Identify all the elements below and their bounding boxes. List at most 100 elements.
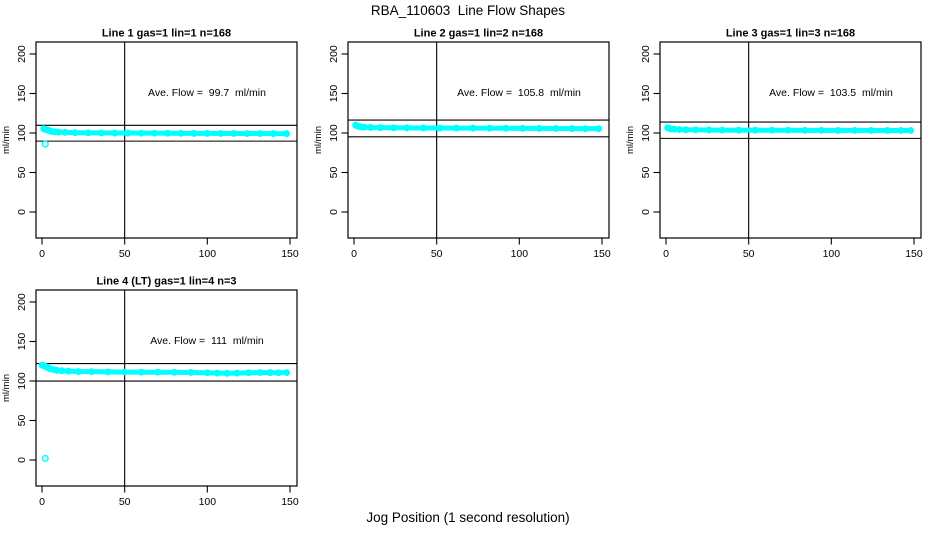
subplot-title: Line 4 (LT) gas=1 lin=4 n=3: [96, 276, 236, 288]
x-tick-label: 0: [39, 248, 45, 260]
flow-data-point: [486, 124, 494, 132]
y-axis-label: ml/min: [313, 126, 324, 154]
subplot-title: Line 3 gas=1 lin=3 n=168: [726, 28, 855, 40]
flow-data-point: [360, 123, 368, 131]
y-axis-label: ml/min: [1, 374, 12, 402]
flow-data-point: [137, 368, 145, 376]
x-tick-label: 50: [431, 248, 443, 260]
flow-data-point: [270, 130, 277, 138]
flow-data-point: [390, 124, 398, 132]
x-tick-label: 50: [119, 248, 131, 260]
flow-data-point: [170, 368, 178, 376]
y-tick-label: 50: [328, 167, 340, 179]
flow-data-point: [274, 369, 282, 377]
plot-box: [659, 41, 922, 239]
flow-data-point: [283, 369, 291, 376]
outlier-point: [41, 454, 49, 462]
flow-data-point: [436, 124, 444, 132]
plot-box: [35, 289, 298, 487]
subplot-title: Line 2 gas=1 lin=2 n=168: [414, 28, 543, 40]
flow-data-point: [154, 368, 162, 376]
y-tick-label: 100: [16, 124, 28, 142]
x-tick-label: 50: [743, 248, 755, 260]
flow-data-point: [187, 369, 195, 376]
x-tick-label: 0: [351, 248, 357, 260]
flow-data-point: [150, 129, 158, 137]
flow-data-point: [884, 127, 891, 134]
y-tick-label: 0: [640, 209, 652, 215]
flow-data-point: [84, 129, 92, 137]
ave-flow-annotation: Ave. Flow = 111 ml/min: [150, 335, 264, 347]
x-tick-label: 100: [511, 248, 529, 260]
flow-data-point: [403, 124, 411, 132]
flow-data-point: [502, 124, 510, 132]
y-tick-label: 0: [16, 209, 28, 215]
subplot-svg-1: 0 50 100 150 0 50 100 150 200 ml/min Line 1 gas=1 …: [1, 28, 299, 261]
flow-data-point: [111, 129, 119, 137]
flow-data-point: [51, 128, 59, 136]
flow-data-point: [718, 126, 726, 134]
flow-data-point: [98, 129, 105, 137]
flow-data-point: [46, 365, 54, 373]
flow-data-point: [453, 124, 460, 132]
flow-data-point: [667, 125, 675, 133]
flow-data-point: [190, 129, 198, 137]
ave-flow-annotation: Ave. Flow = 103.5 ml/min: [769, 87, 893, 99]
subplot-svg-4: 0 50 100 150 0 50 100 150 200 ml/min Line 4 (LT) g…: [1, 276, 299, 509]
flow-data-point: [177, 129, 185, 137]
ave-flow-annotation: Ave. Flow = 105.8 ml/min: [457, 87, 581, 99]
flow-data-point: [817, 126, 825, 134]
y-tick-label: 100: [16, 372, 28, 390]
ave-flow-annotation: Ave. Flow = 99.7 ml/min: [148, 87, 266, 99]
flow-data-point: [834, 126, 842, 134]
x-tick-label: 0: [39, 496, 45, 508]
flow-data-point: [243, 130, 251, 138]
flow-data-point: [233, 369, 241, 377]
flow-data-point: [419, 124, 427, 132]
flow-data-point: [552, 125, 560, 132]
plot-box: [347, 41, 610, 239]
flow-data-point: [897, 127, 905, 134]
x-tick-label: 150: [281, 248, 299, 260]
flow-data-point: [223, 369, 231, 377]
y-tick-label: 150: [16, 85, 28, 103]
flow-data-point: [71, 129, 79, 137]
x-tick-label: 150: [281, 496, 299, 508]
flow-data-point: [121, 368, 129, 376]
flow-data-point: [48, 127, 56, 135]
y-tick-label: 200: [16, 45, 28, 63]
y-axis-label: ml/min: [1, 126, 12, 154]
x-tick-label: 100: [199, 248, 217, 260]
flow-data-point: [568, 125, 576, 133]
flow-data-point: [203, 129, 211, 137]
flow-data-point: [137, 129, 145, 137]
flow-data-point: [595, 125, 603, 133]
subplot-panel-2: 0 50 100 150 0 50 100 150 200 ml/min Line 2 gas=1 …: [312, 26, 624, 283]
flow-data-point: [675, 126, 683, 133]
y-tick-label: 150: [16, 333, 28, 351]
flow-data-point: [377, 124, 384, 132]
x-axis-caption: Jog Position (1 second resolution): [366, 510, 570, 525]
flow-data-point: [851, 126, 858, 134]
y-tick-label: 150: [640, 85, 652, 103]
flow-data-point: [582, 125, 589, 133]
flow-data-point: [213, 369, 221, 377]
flow-data-point: [245, 369, 253, 377]
subplot-panel-4: 0 50 100 150 0 50 100 150 200 ml/min Line 4 (LT) g…: [0, 274, 312, 531]
flow-data-point: [519, 124, 527, 132]
subplot-panel-1: 0 50 100 150 0 50 100 150 200 ml/min Line 1 gas=1 …: [0, 26, 312, 283]
flow-data-point: [230, 130, 238, 137]
flow-data-point: [705, 126, 713, 134]
x-tick-label: 100: [823, 248, 841, 260]
flow-data-point: [55, 128, 62, 136]
flow-data-point: [357, 123, 365, 131]
y-tick-label: 50: [16, 167, 28, 179]
x-tick-label: 50: [119, 496, 131, 508]
flow-data-point: [217, 130, 225, 137]
flow-data-point: [65, 367, 72, 375]
subplot-svg-3: 0 50 100 150 0 50 100 150 200 ml/min Line 3 gas=1 …: [625, 28, 923, 261]
plot-box: [35, 41, 298, 239]
flow-data-point: [469, 124, 477, 132]
flow-data-point: [751, 126, 759, 134]
flow-data-point: [203, 369, 211, 377]
